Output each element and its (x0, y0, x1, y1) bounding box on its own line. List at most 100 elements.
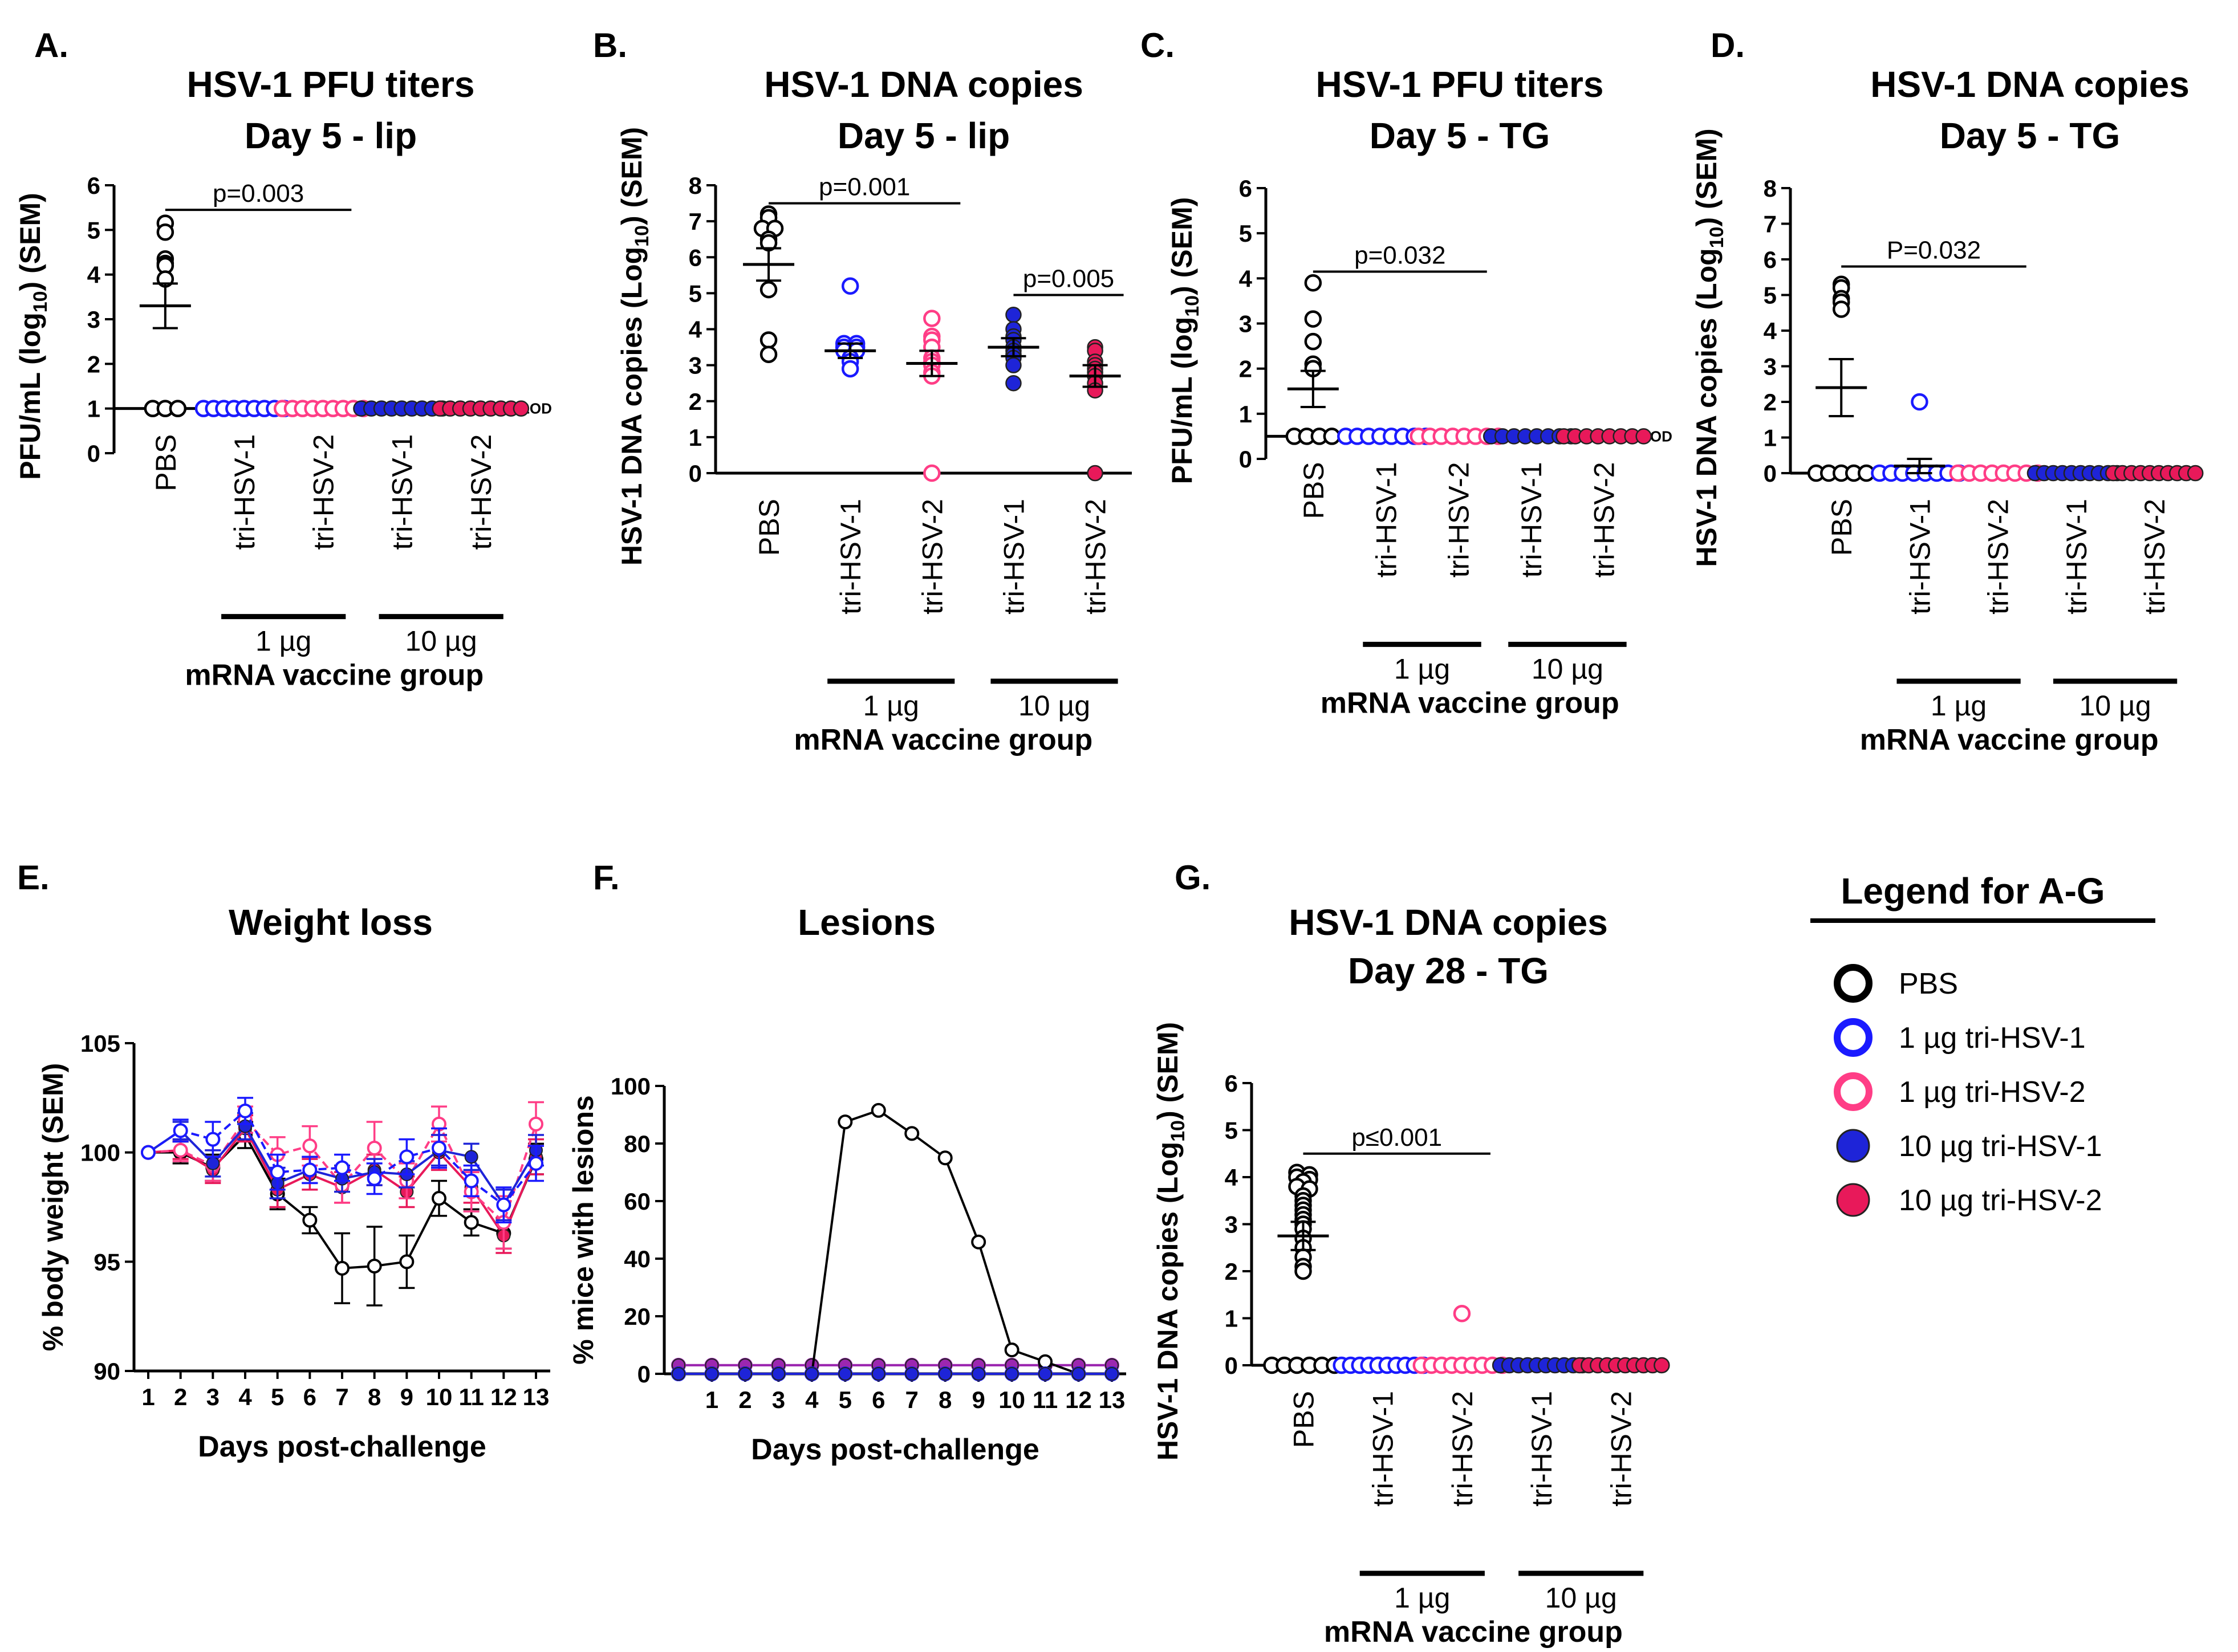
y-tick-label: 1 (87, 396, 100, 422)
legend-label: 1 µg tri-HSV-2 (1899, 1076, 2086, 1109)
y-tick-label: 2 (689, 388, 702, 415)
x-axis-label: Days post-challenge (198, 1430, 486, 1463)
x-tick-label: 10 (426, 1384, 453, 1410)
x-tick-label: 12 (490, 1384, 517, 1410)
data-point (971, 1234, 986, 1250)
x-category-label: tri-HSV-1 (229, 434, 261, 550)
data-point (1304, 310, 1322, 328)
y-tick-label: 4 (1239, 265, 1253, 292)
x-category-label: tri-HSV-1 (1367, 1391, 1399, 1507)
data-point (1911, 393, 1928, 411)
x-tick-label: 11 (1033, 1386, 1058, 1413)
data-point (270, 1165, 285, 1180)
x-tick-label: 3 (206, 1384, 220, 1410)
data-point (302, 1212, 318, 1228)
y-tick-label: 40 (624, 1246, 651, 1272)
data-point (1323, 428, 1341, 445)
legend-marker-1-g-tri-hsv-1 (1834, 1018, 1873, 1057)
x-axis-label: mRNA vaccine group (794, 723, 1092, 756)
y-axis-label: % mice with lesions (567, 1095, 599, 1364)
y-tick-label: 3 (1764, 353, 1777, 380)
y-tick-label: 5 (689, 280, 702, 307)
panel-label: C. (1140, 26, 1175, 64)
data-point (1832, 300, 1850, 318)
x-category-label: tri-HSV-1 (1526, 1391, 1558, 1507)
p-value-label: p=0.005 (1023, 265, 1114, 293)
legend-label: PBS (1899, 967, 1958, 1000)
y-label-tail: ) (SEM) (14, 193, 46, 291)
y-tick-label: 90 (94, 1358, 120, 1385)
legend-marker-pbs (1834, 964, 1873, 1003)
y-tick-label: 95 (94, 1248, 120, 1275)
data-point (1087, 465, 1103, 482)
x-category-label: tri-HSV-1 (2061, 499, 2093, 615)
legend: Legend for A-G PBS 1 µg tri-HSV-1 1 µg tri… (1810, 870, 2155, 1217)
dose-label: 10 µg (2079, 690, 2151, 722)
x-category-label: tri-HSV-1 (1904, 499, 1936, 615)
y-tick-label: 5 (87, 217, 100, 243)
y-axis-label: PFU/mL (log10) (SEM) (14, 193, 51, 480)
legend-label: 10 µg tri-HSV-1 (1899, 1130, 2102, 1163)
x-category-label: tri-HSV-2 (1080, 499, 1112, 615)
y-label-main: HSV-1 DNA copies (Log (1691, 248, 1723, 567)
y-tick-label: 4 (1764, 318, 1777, 344)
legend-title: Legend for A-G (1841, 870, 2105, 912)
x-category-label: PBS (150, 434, 182, 491)
y-tick-label: 2 (87, 351, 100, 377)
y-tick-label: 2 (1225, 1258, 1238, 1285)
y-tick-label: 8 (1764, 175, 1777, 202)
x-tick-label: 6 (872, 1386, 885, 1413)
data-point (759, 345, 778, 363)
x-category-label: tri-HSV-2 (1983, 499, 2014, 615)
y-tick-label: 1 (1239, 401, 1252, 428)
y-label-subscript: 10 (1181, 295, 1203, 317)
y-label-subscript: 10 (1706, 227, 1728, 249)
x-axis-label: mRNA vaccine group (1860, 723, 2159, 756)
legend-marker-1-g-tri-hsv-2 (1834, 1072, 1873, 1111)
data-point (938, 1367, 952, 1381)
data-point (759, 280, 778, 299)
x-axis-label: Days post-challenge (751, 1433, 1039, 1466)
chart-title: Lesions (798, 902, 936, 943)
x-tick-label: 7 (905, 1386, 919, 1413)
chart-title: Day 5 - TG (1940, 115, 2121, 156)
chart-title: HSV-1 PFU titers (1315, 64, 1603, 105)
data-point (805, 1367, 819, 1381)
panel-d: D. HSV-1 DNA copies Day 5 - TG 0 1 2 3 4 5 6 7 8 PBS… (1691, 26, 2204, 756)
x-axis-label: mRNA vaccine group (1321, 686, 1619, 719)
y-axis-label: HSV-1 DNA copies (Log10) (SEM) (1691, 128, 1728, 567)
x-tick-label: 13 (523, 1384, 550, 1410)
x-tick-label: 11 (458, 1384, 484, 1410)
dose-label: 10 µg (1018, 690, 1090, 722)
y-label-tail: ) (SEM) (1152, 1022, 1184, 1120)
y-label-tail: ) (SEM) (1691, 128, 1723, 226)
data-point (367, 1259, 382, 1273)
y-label-main: HSV-1 DNA copies (Log (616, 247, 648, 565)
dose-label: 10 µg (405, 625, 477, 657)
x-tick-label: 12 (1065, 1386, 1092, 1413)
data-point (432, 1141, 446, 1155)
data-point (1005, 1367, 1019, 1381)
p-value-label: P=0.032 (1887, 237, 1981, 265)
x-category-label: PBS (753, 499, 785, 556)
x-category-label: tri-HSV-1 (1516, 462, 1547, 577)
data-point (1654, 1357, 1670, 1374)
data-point (871, 1367, 886, 1381)
chart-title: Weight loss (229, 902, 433, 943)
chart-title: HSV-1 DNA copies (764, 64, 1083, 105)
legend-marker-10-g-tri-hsv-1 (1836, 1129, 1870, 1163)
y-tick-label: 0 (637, 1361, 651, 1387)
x-category-label: tri-HSV-1 (835, 499, 867, 615)
data-point (496, 1197, 511, 1212)
data-point (1071, 1367, 1086, 1381)
y-tick-label: 4 (1225, 1164, 1238, 1191)
data-point (905, 1367, 919, 1381)
data-point (738, 1367, 752, 1381)
p-value-label: p≤0.001 (1351, 1124, 1442, 1151)
dose-label: 10 µg (1545, 1582, 1617, 1614)
data-point (432, 1191, 446, 1206)
data-point (464, 1173, 479, 1189)
chart-title: HSV-1 DNA copies (1289, 902, 1608, 943)
